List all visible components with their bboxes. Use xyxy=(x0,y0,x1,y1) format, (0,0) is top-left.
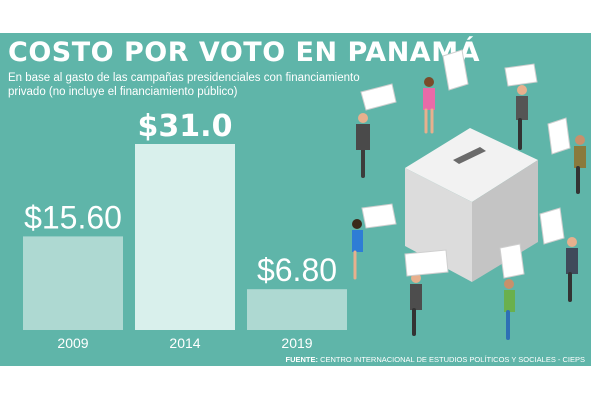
category-label-2014: 2014 xyxy=(169,335,200,351)
chart-title: COSTO POR VOTO EN PANAMÁ xyxy=(8,37,480,68)
chart-subtitle: En base al gasto de las campañas preside… xyxy=(8,72,360,98)
category-label-2009: 2009 xyxy=(57,335,88,351)
bar-2019 xyxy=(247,289,347,330)
bar-value-label-2019: $6.80 xyxy=(257,252,337,288)
voter-figures xyxy=(352,49,586,340)
bar-2009 xyxy=(23,236,123,330)
category-label-2019: 2019 xyxy=(281,335,312,351)
source-note: FUENTE: CENTRO INTERNACIONAL DE ESTUDIOS… xyxy=(285,355,585,364)
source-label: FUENTE: xyxy=(285,355,318,364)
bar-value-label-2014: $31.0 xyxy=(138,109,233,144)
bar-value-label-2009: $15.60 xyxy=(24,199,122,235)
source-text: CENTRO INTERNACIONAL DE ESTUDIOS POLÍTIC… xyxy=(320,355,585,364)
bars-group: $15.60 2009 $31.0 2014 $6.80 2019 xyxy=(23,109,347,351)
bar-2014 xyxy=(135,144,235,330)
